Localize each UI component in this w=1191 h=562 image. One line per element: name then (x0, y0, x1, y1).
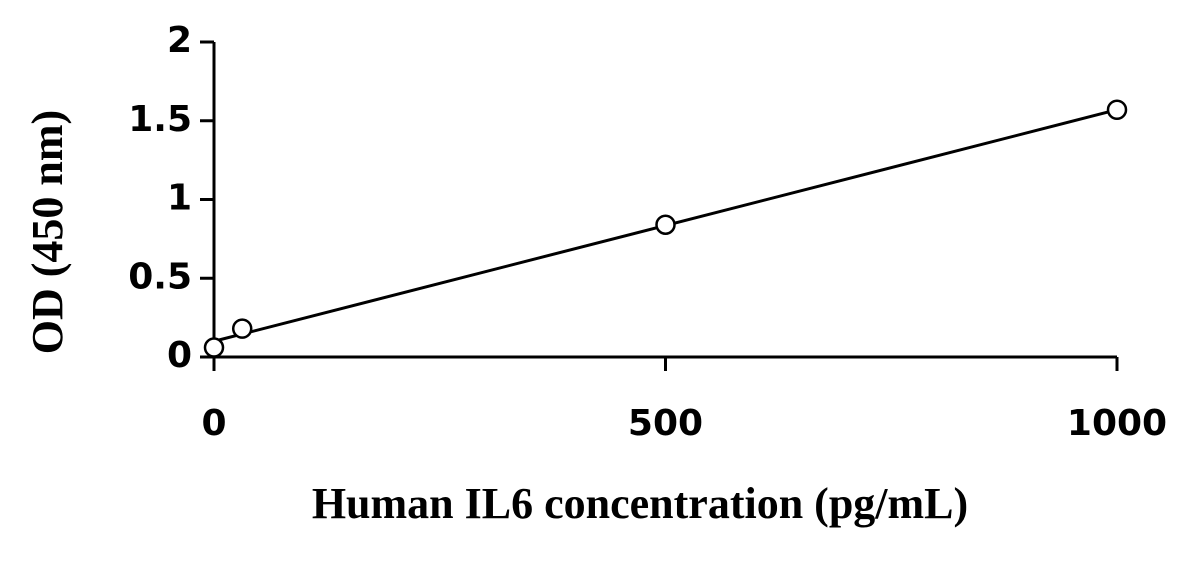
x-tick-label: 0 (201, 403, 226, 444)
x-axis-title: Human IL6 concentration (pg/mL) (312, 479, 968, 528)
data-point (1106, 99, 1128, 120)
y-tick-label: 0 (167, 335, 192, 376)
x-tick-label: 1000 (1067, 403, 1167, 444)
y-tick-label: 0.5 (128, 256, 192, 297)
y-tick-label: 1.5 (128, 99, 192, 140)
x-tick-label: 500 (628, 403, 703, 444)
data-point (655, 214, 676, 235)
y-tick-label: 2 (167, 20, 192, 61)
data-point (203, 337, 225, 358)
data-point (231, 318, 253, 339)
y-axis-title: OD (450 nm) (23, 110, 72, 354)
y-tick-label: 1 (167, 178, 192, 219)
